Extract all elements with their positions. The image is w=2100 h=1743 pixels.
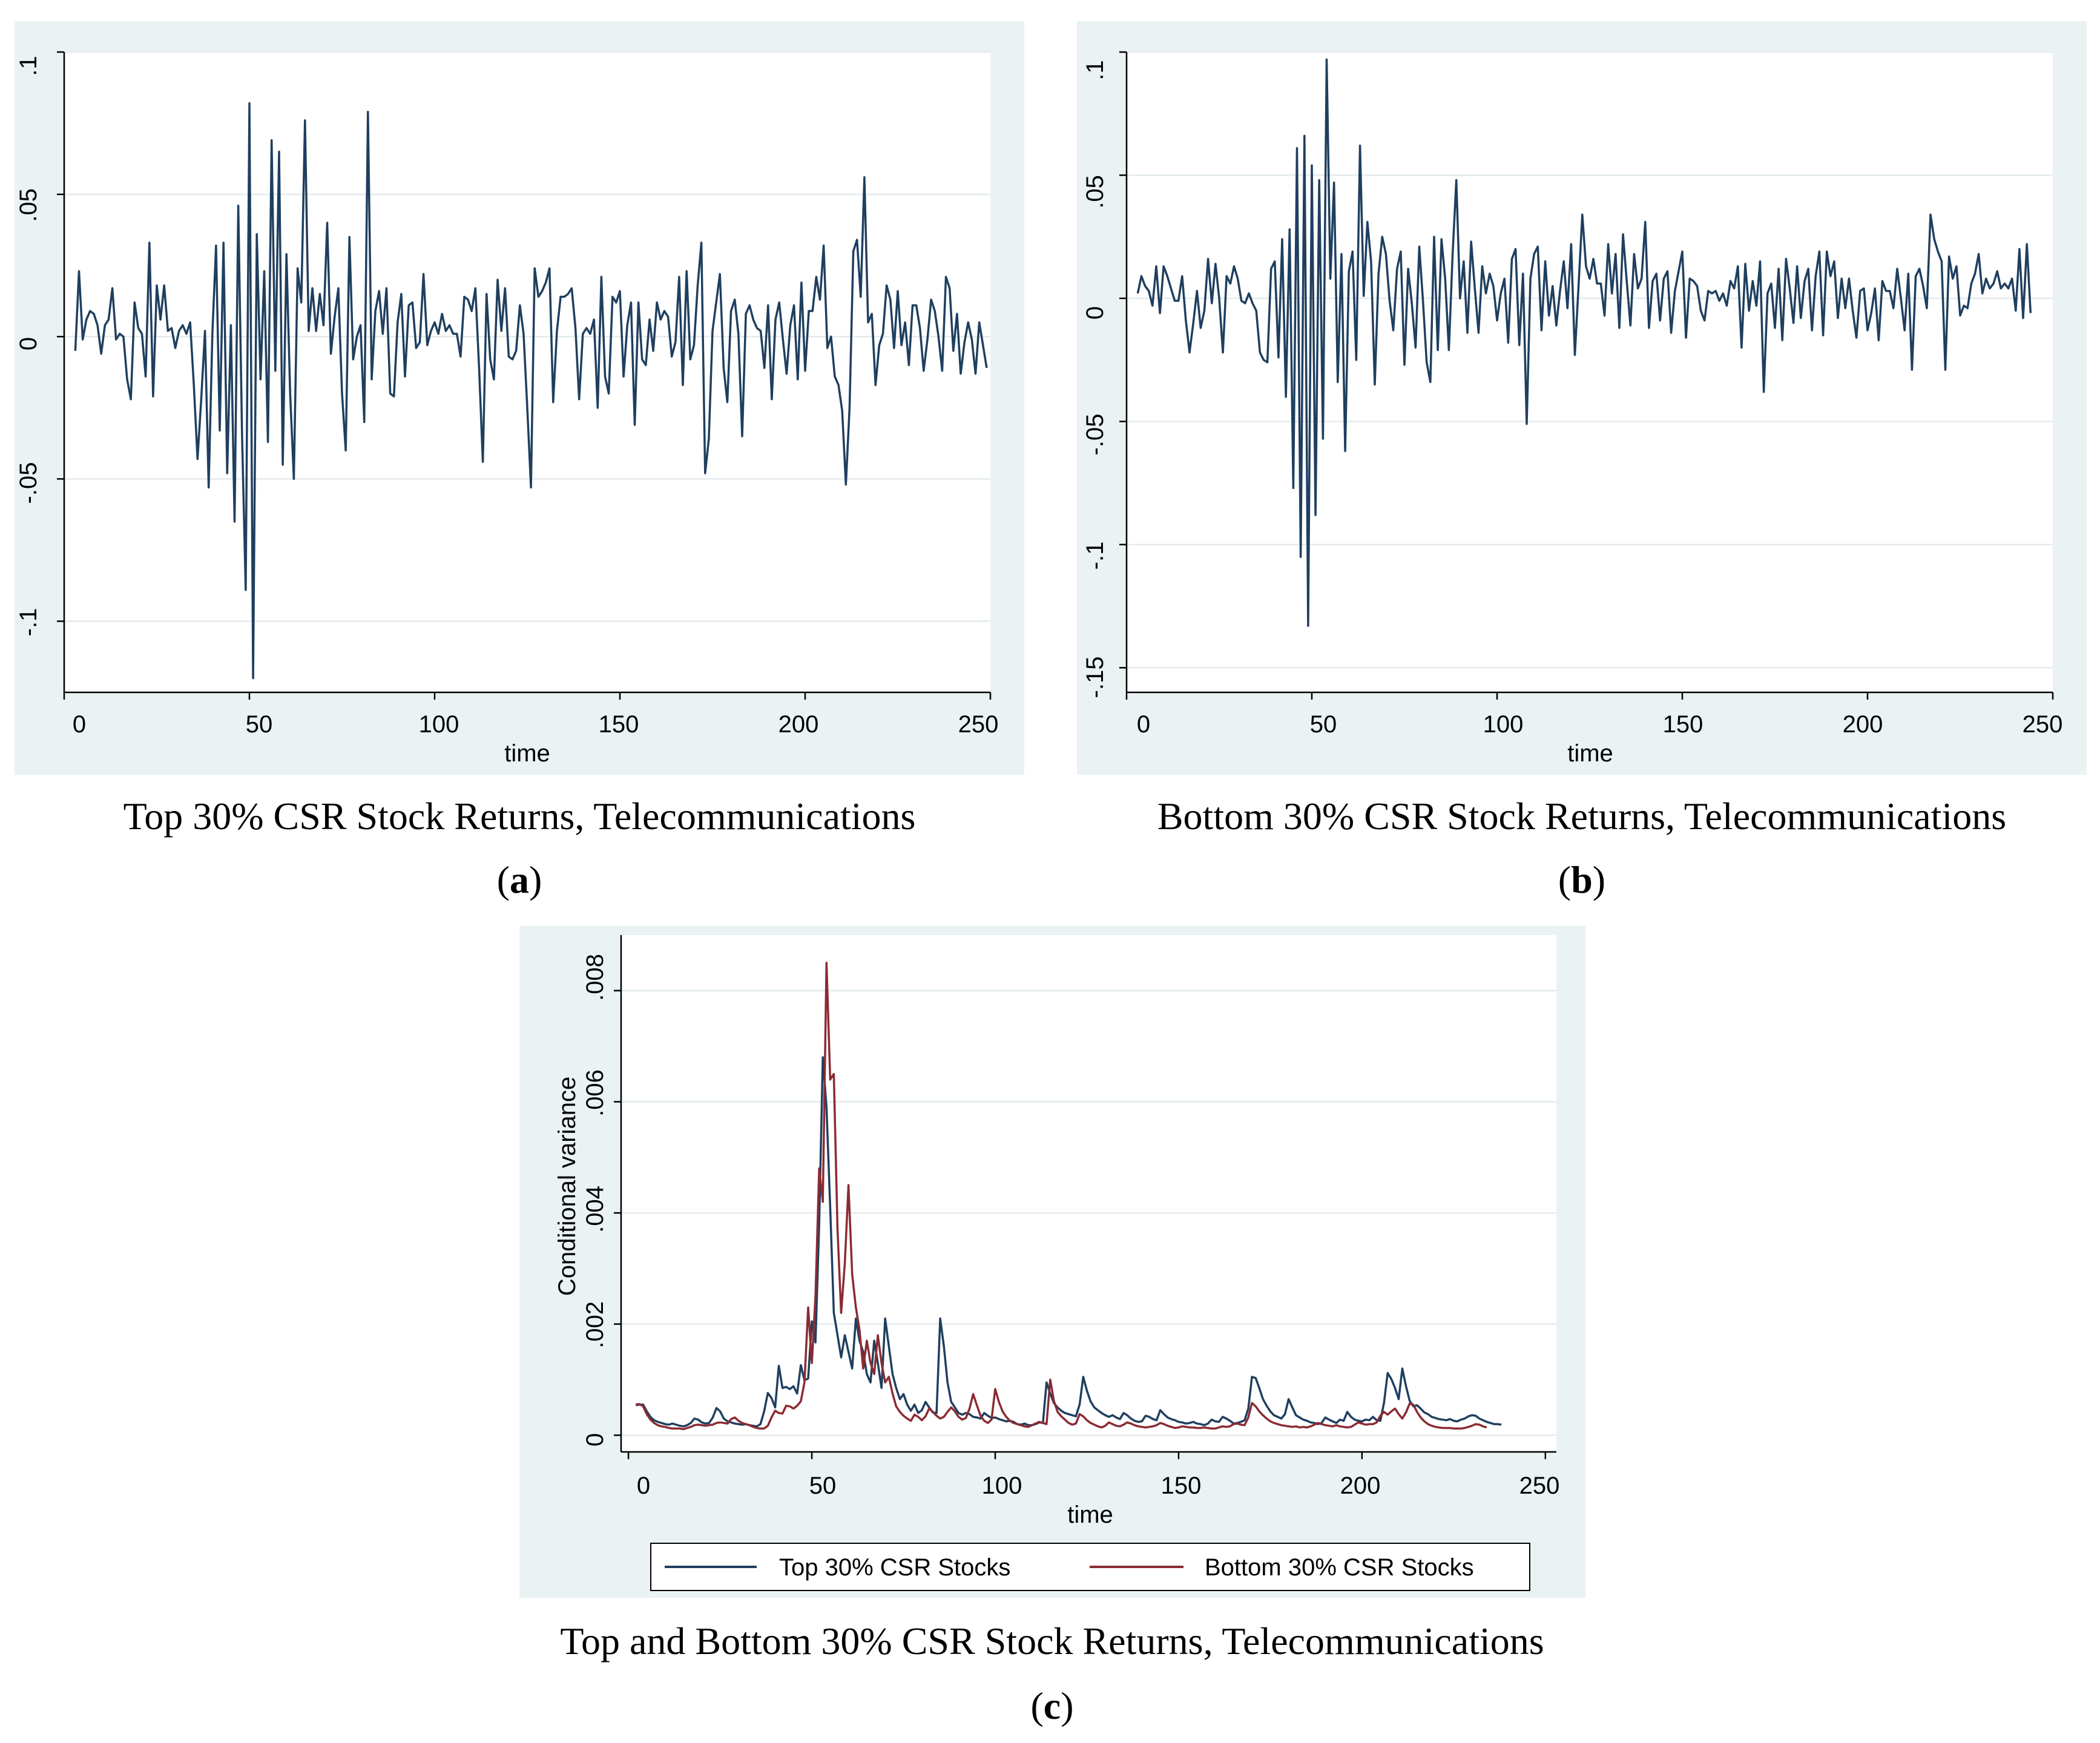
- panel-c-gridlines: [621, 990, 1556, 1436]
- panel-c-axis-ticks: [614, 990, 1547, 1459]
- panel-c-xtick-label: 200: [1340, 1472, 1381, 1499]
- panel-label-c: (c): [1030, 1684, 1073, 1727]
- panel-b-ytick-label: -.15: [1082, 657, 1108, 698]
- panel-b-ytick-label: -.05: [1082, 414, 1108, 456]
- panel-c-y-tick-labels: .008 .006 .004 .002 0: [582, 954, 608, 1446]
- panel-a-xtick-label: 50: [246, 711, 273, 738]
- panel-a-xtick-label: 0: [73, 711, 86, 738]
- caption-b: Bottom 30% CSR Stock Returns, Telecommun…: [1157, 795, 2006, 838]
- panel-a-x-tick-labels: 0 50 100 150 200 250: [73, 711, 999, 738]
- panel-c-x-tick-labels: 0 50 100 150 200 250: [637, 1472, 1560, 1499]
- panel-b-xtick-label: 200: [1843, 711, 1883, 738]
- panel-b-series-line-bottom-30-csr-returns: [1136, 58, 2032, 627]
- panel-b-ytick-label: -.1: [1082, 542, 1108, 570]
- panel-a-xtick-label: 150: [599, 711, 639, 738]
- legend-label-top-30-csr-stocks: Top 30% CSR Stocks: [779, 1554, 1010, 1581]
- panel-b-xtick-label: 0: [1137, 711, 1150, 738]
- panel-label-a: (a): [497, 858, 542, 901]
- panel-a-ytick-label: .05: [15, 188, 42, 222]
- caption-c: Top and Bottom 30% CSR Stock Returns, Te…: [560, 1620, 1544, 1663]
- panel-b-x-tick-labels: 0 50 100 150 200 250: [1137, 711, 2063, 738]
- panel-c-ytick-label: .006: [582, 1069, 608, 1117]
- panel-a-ytick-label: -.05: [15, 462, 42, 504]
- panel-a-xtick-label: 250: [958, 711, 999, 738]
- panel-a-series-line-top-30-csr-returns: [74, 102, 988, 680]
- panel-c-x-axis-title: time: [1067, 1502, 1113, 1528]
- panel-c-ytick-label: .008: [582, 954, 608, 1001]
- panel-b-ytick-label: 0: [1082, 306, 1108, 320]
- panel-c-ytick-label: .002: [582, 1301, 608, 1348]
- panel-b-plot-area: [1127, 52, 2053, 692]
- panel-a-gridlines: [64, 51, 990, 622]
- panel-c-series-line-top-30-csr-stocks: [635, 1056, 1502, 1428]
- panel-a: .1 .05 0 -.05 -.1 0 50 100 150 200 250 t…: [15, 21, 1024, 775]
- panel-a-x-axis-title: time: [504, 740, 550, 767]
- panel-c-series-line-bottom-30-csr-stocks: [635, 962, 1487, 1431]
- panel-c-ytick-label: .004: [582, 1186, 608, 1233]
- panel-b-ytick-label: .05: [1082, 175, 1108, 209]
- caption-a: Top 30% CSR Stock Returns, Telecommunica…: [123, 795, 916, 838]
- legend-label-bottom-30-csr-stocks: Bottom 30% CSR Stocks: [1205, 1554, 1474, 1581]
- panel-c-xtick-label: 100: [982, 1472, 1022, 1499]
- panel-b: .1 .05 0 -.05 -.1 -.15 0 50 100 150 200 …: [1077, 21, 2087, 775]
- panel-b-y-tick-labels: .1 .05 0 -.05 -.1 -.15: [1082, 60, 1108, 698]
- panel-c-xtick-label: 150: [1161, 1472, 1202, 1499]
- panel-b-ytick-label: .1: [1082, 60, 1108, 80]
- panel-b-x-axis-title: time: [1567, 740, 1613, 767]
- panel-a-y-tick-labels: .1 .05 0 -.05 -.1: [15, 56, 42, 636]
- panel-c: .008 .006 .004 .002 0 Conditional varian…: [519, 926, 1585, 1598]
- panel-label-b-letter: b: [1571, 858, 1593, 901]
- panel-c-legend: Top 30% CSR Stocks Bottom 30% CSR Stocks: [650, 1543, 1530, 1591]
- panel-a-ytick-label: -.1: [15, 608, 42, 637]
- panel-label-c-letter: c: [1044, 1684, 1061, 1727]
- panel-a-ytick-label: 0: [15, 337, 42, 350]
- panel-a-ytick-label: .1: [15, 56, 42, 76]
- panel-c-xtick-label: 0: [637, 1472, 650, 1499]
- panel-b-xtick-label: 250: [2023, 711, 2063, 738]
- panel-c-xtick-label: 250: [1519, 1472, 1560, 1499]
- panel-b-xtick-label: 150: [1663, 711, 1703, 738]
- panel-b-xtick-label: 100: [1483, 711, 1524, 738]
- panel-c-xtick-label: 50: [809, 1472, 837, 1499]
- panel-c-y-axis-title: Conditional variance: [554, 1077, 581, 1296]
- panel-a-xtick-label: 100: [419, 711, 459, 738]
- panel-c-plot-area: [621, 935, 1556, 1452]
- panel-c-ytick-label: 0: [582, 1433, 608, 1446]
- panel-b-axis-ticks: [1119, 51, 2054, 700]
- panel-b-xtick-label: 50: [1310, 711, 1337, 738]
- panel-a-xtick-label: 200: [778, 711, 819, 738]
- panel-label-b: (b): [1558, 858, 1605, 901]
- panel-a-axis-ticks: [57, 51, 992, 700]
- panel-label-a-letter: a: [510, 858, 529, 901]
